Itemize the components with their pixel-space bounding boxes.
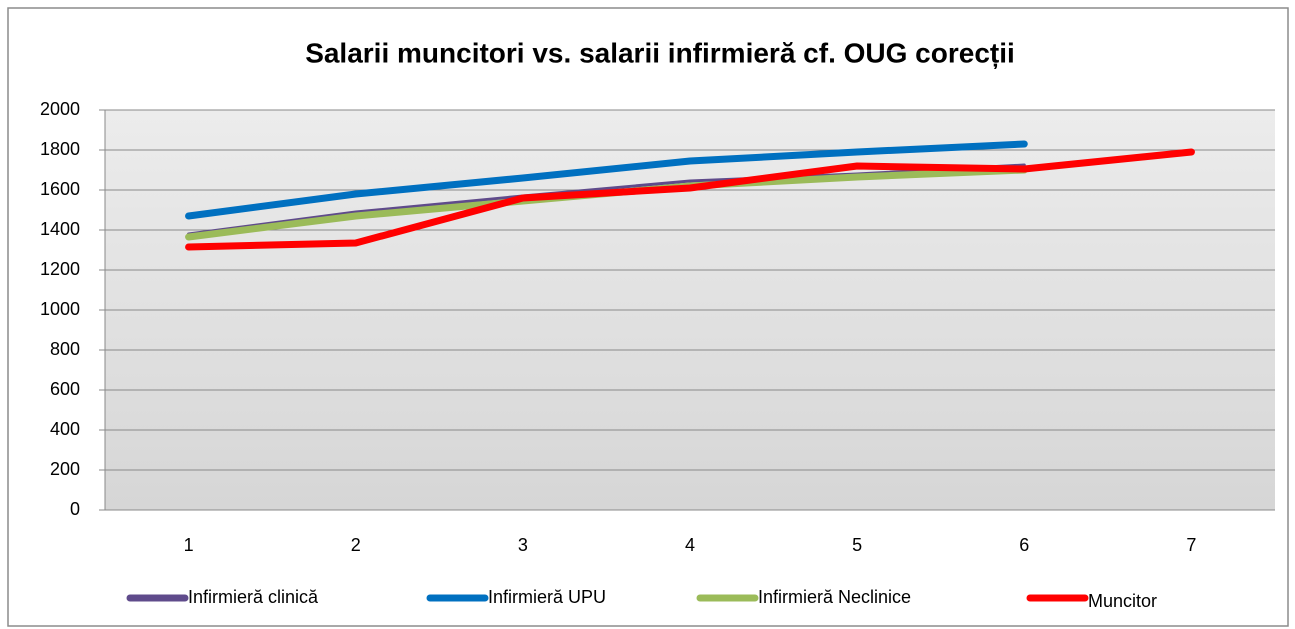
legend-label: Infirmieră clinică (188, 587, 319, 607)
y-tick-label: 1800 (40, 139, 80, 159)
x-tick-label: 3 (518, 535, 528, 555)
series-line (185, 140, 1028, 220)
chart-title: Salarii muncitori vs. salarii infirmieră… (305, 37, 1015, 68)
x-tick-label: 4 (685, 535, 695, 555)
y-tick-label: 400 (50, 419, 80, 439)
x-tick-label: 1 (184, 535, 194, 555)
legend-label: Infirmieră UPU (488, 587, 606, 607)
x-tick-label: 7 (1186, 535, 1196, 555)
y-tick-label: 1200 (40, 259, 80, 279)
y-tick-label: 600 (50, 379, 80, 399)
x-tick-label: 6 (1019, 535, 1029, 555)
y-tick-label: 2000 (40, 99, 80, 119)
series-line (185, 148, 1195, 251)
x-tick-label: 5 (852, 535, 862, 555)
y-tick-label: 1000 (40, 299, 80, 319)
y-tick-label: 0 (70, 499, 80, 519)
y-tick-label: 1400 (40, 219, 80, 239)
legend-label: Infirmieră Neclinice (758, 587, 911, 607)
x-tick-label: 2 (351, 535, 361, 555)
y-tick-label: 200 (50, 459, 80, 479)
y-tick-label: 1600 (40, 179, 80, 199)
y-tick-label: 800 (50, 339, 80, 359)
legend-label: Muncitor (1088, 591, 1157, 611)
